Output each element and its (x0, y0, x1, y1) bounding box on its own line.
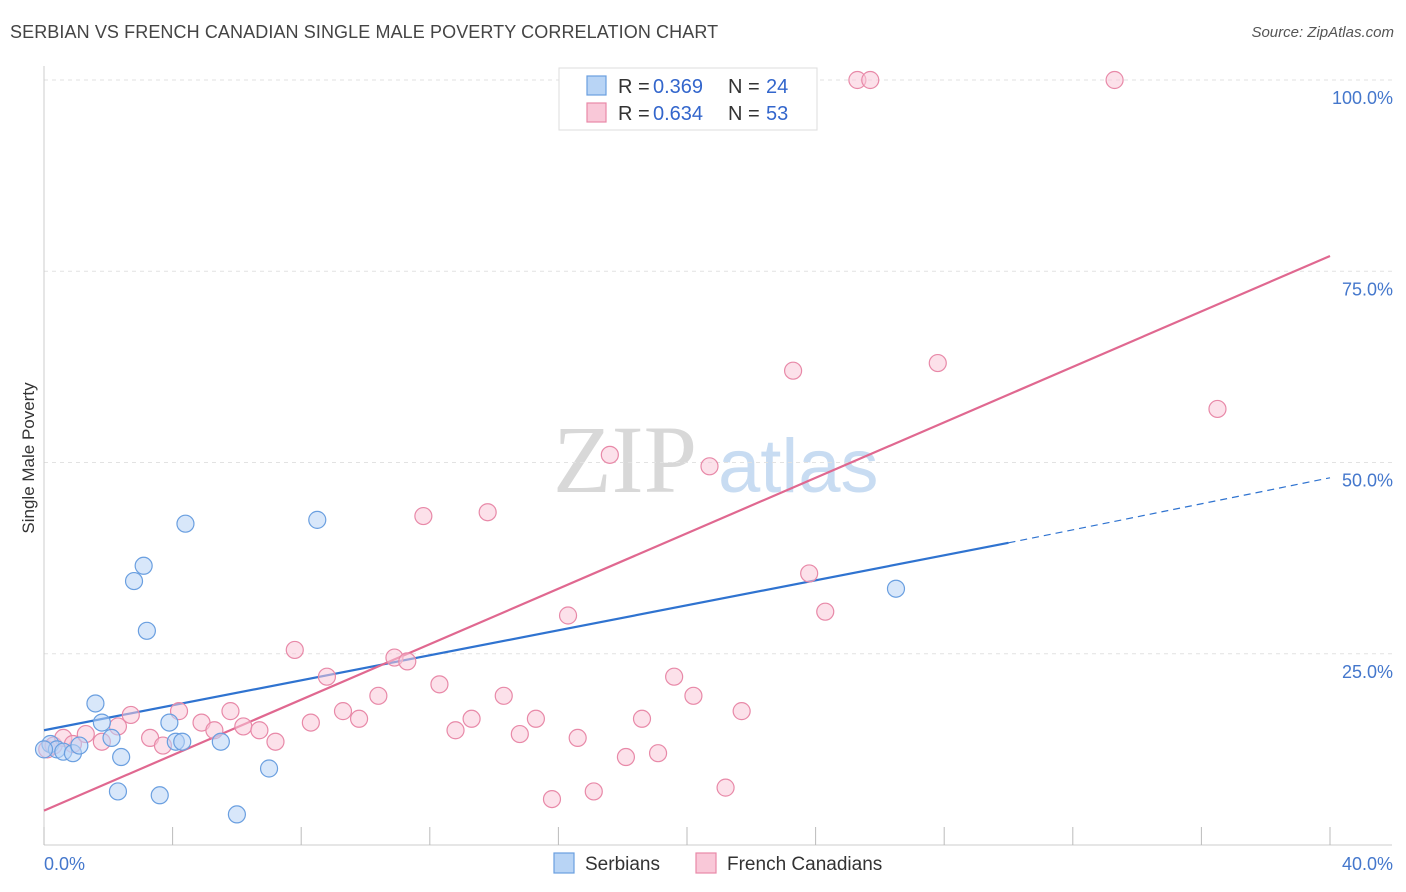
point-french-canadians (494, 686, 513, 705)
point-french-canadians (542, 789, 562, 809)
point-french-canadians (684, 686, 703, 705)
point-french-canadians (816, 602, 835, 621)
point-serbians (70, 736, 89, 755)
y-tick-label-50: 50.0% (1342, 471, 1393, 491)
legend-n-label-french: N = (728, 103, 760, 125)
point-serbians (308, 510, 327, 529)
point-french-canadians (700, 457, 719, 476)
y-tick-label-25: 25.0% (1342, 662, 1393, 682)
trend-line-serbians (43, 541, 1009, 732)
point-french-canadians (221, 702, 240, 721)
point-french-canadians (1105, 70, 1124, 90)
point-french-canadians (430, 675, 449, 694)
point-french-canadians (526, 709, 545, 728)
bottom-legend-french-canadians: French Canadians (727, 854, 882, 875)
point-serbians (92, 713, 111, 732)
point-serbians (176, 514, 195, 533)
legend-swatch-french-canadians (586, 102, 607, 123)
trend-lines (43, 254, 1331, 812)
axis-ticks: 25.0% 50.0% 75.0% 100.0% 0.0% 40.0% (44, 88, 1393, 874)
point-french-canadians (510, 724, 529, 744)
legend-r-label-serbians: R = (618, 76, 650, 98)
gridlines (44, 79, 1392, 655)
x-tick-label-min: 0.0% (44, 854, 85, 874)
point-serbians (124, 571, 144, 591)
point-french-canadians (600, 445, 619, 464)
legend-swatch-serbians (586, 75, 607, 96)
point-serbians (173, 732, 192, 751)
y-axis-label: Single Male Poverty (19, 382, 38, 534)
point-french-canadians (234, 717, 253, 736)
point-serbians (34, 740, 54, 759)
point-serbians (112, 747, 131, 767)
point-french-canadians (266, 732, 285, 751)
point-french-canadians (632, 709, 652, 728)
point-french-canadians (716, 778, 735, 797)
point-serbians (108, 782, 128, 801)
point-french-canadians (732, 702, 751, 721)
point-serbians (86, 694, 105, 713)
point-serbians (886, 579, 906, 598)
point-serbians (211, 732, 230, 751)
point-french-canadians (301, 713, 320, 732)
legend-r-value-french: 0.634 (653, 103, 703, 125)
point-french-canadians (285, 640, 304, 660)
y-tick-label-100: 100.0% (1332, 88, 1393, 108)
point-french-canadians (665, 667, 684, 686)
trend-line-french-canadians (43, 254, 1331, 812)
point-french-canadians (584, 782, 603, 801)
point-french-canadians (414, 506, 433, 526)
legend-n-label-serbians: N = (728, 76, 760, 98)
point-french-canadians (317, 667, 337, 686)
trend-line-serbians-extension (1008, 477, 1331, 544)
point-serbians (227, 805, 246, 824)
point-french-canadians (783, 361, 803, 380)
point-french-canadians (349, 709, 369, 728)
axes (43, 66, 1392, 846)
point-serbians (134, 556, 153, 575)
point-french-canadians (558, 606, 578, 625)
point-french-canadians (800, 564, 819, 583)
legend-r-label-french: R = (618, 103, 650, 125)
chart-title: SERBIAN VS FRENCH CANADIAN SINGLE MALE P… (10, 22, 719, 42)
point-french-canadians (478, 503, 497, 522)
legend-r-value-serbians: 0.369 (653, 76, 703, 98)
source-credit: Source: ZipAtlas.com (1251, 24, 1394, 41)
point-french-canadians (250, 721, 269, 740)
point-serbians (259, 759, 279, 778)
point-french-canadians (1208, 399, 1227, 419)
point-french-canadians (398, 652, 417, 671)
correlation-legend: R = 0.369 N = 24 R = 0.634 N = 53 (558, 67, 818, 131)
point-french-canadians (648, 744, 668, 763)
point-french-canadians (568, 728, 587, 748)
point-french-canadians (121, 705, 140, 725)
point-serbians (160, 713, 179, 732)
point-french-canadians (333, 702, 353, 721)
x-tick-label-max: 40.0% (1342, 854, 1393, 874)
series-legend: Serbians French Canadians (553, 852, 882, 875)
bottom-legend-swatch-serbians (553, 852, 575, 874)
watermark-zip: ZIP (553, 406, 697, 513)
legend-n-value-french: 53 (766, 103, 788, 125)
point-serbians (102, 728, 121, 748)
point-french-canadians (928, 353, 947, 373)
point-french-canadians (446, 721, 465, 740)
data-points (34, 70, 1227, 824)
watermark-atlas: atlas (718, 424, 879, 509)
legend-n-value-serbians: 24 (766, 76, 788, 98)
point-french-canadians (369, 686, 388, 705)
point-serbians (150, 786, 169, 805)
bottom-legend-serbians: Serbians (585, 854, 660, 875)
point-french-canadians (861, 70, 880, 90)
point-french-canadians (462, 709, 481, 728)
point-french-canadians (616, 747, 636, 767)
bottom-legend-swatch-french-canadians (695, 852, 717, 874)
y-tick-label-75: 75.0% (1342, 279, 1393, 299)
point-serbians (137, 621, 156, 640)
